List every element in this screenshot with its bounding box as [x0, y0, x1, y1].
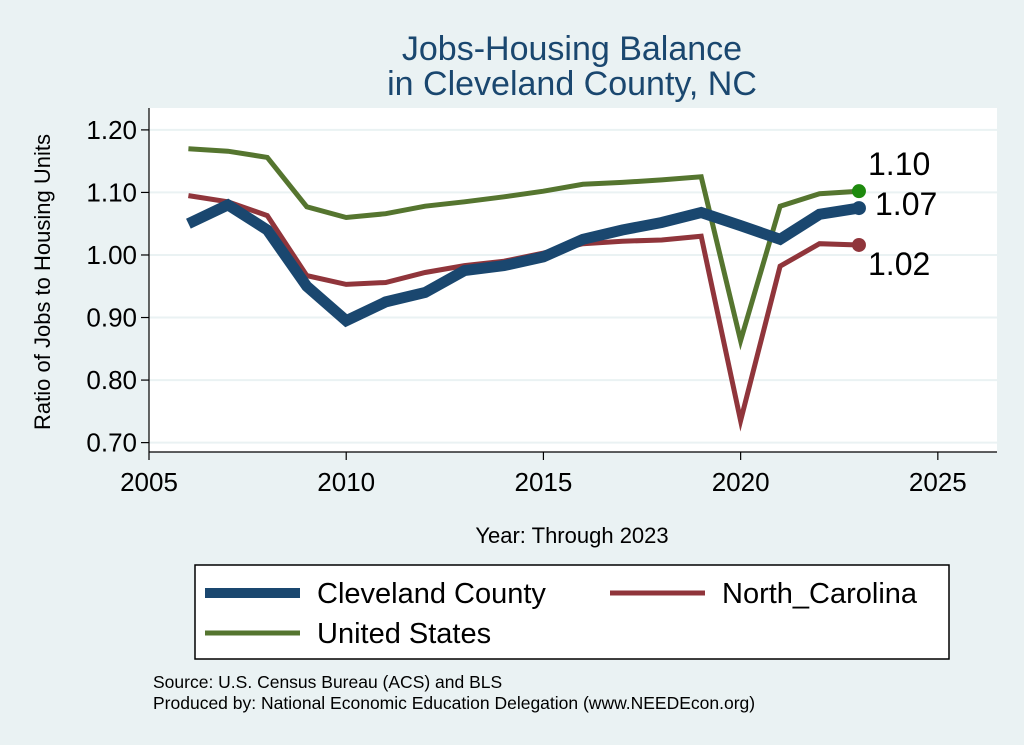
chart-title-line-1: Jobs-Housing Balance — [402, 30, 742, 68]
legend-label-united-states: United States — [317, 618, 491, 650]
source-note: Source: U.S. Census Bureau (ACS) and BLS — [153, 672, 502, 692]
end-label-cleveland-county: 1.07 — [875, 186, 937, 222]
series-lines — [186, 146, 860, 432]
end-label-north-carolina: 1.02 — [868, 246, 930, 282]
legend-box — [194, 564, 950, 660]
legend-label-north-carolina: North_Carolina — [722, 578, 918, 610]
x-tick-label: 2025 — [909, 467, 967, 497]
x-tick-label: 2010 — [317, 467, 375, 497]
end-label-united-states: 1.10 — [868, 146, 930, 182]
series-line-cleveland-county — [186, 198, 860, 328]
axes: 0.70 0.80 0.90 1.00 1.10 1.20 2005 2010 2015 2020… — [86, 108, 997, 497]
x-tick-label: 2005 — [120, 467, 178, 497]
series-line-united-states — [188, 146, 860, 351]
end-marker-united-states — [851, 184, 866, 199]
y-tick-label: 1.10 — [86, 177, 137, 207]
plot-area — [149, 108, 997, 452]
y-axis-title: Ratio of Jobs to Housing Units — [30, 134, 55, 430]
y-tick-label: 1.20 — [86, 115, 137, 145]
x-tick-label: 2015 — [514, 467, 572, 497]
x-tick-label: 2020 — [712, 467, 770, 497]
producer-note: Produced by: National Economic Education… — [153, 693, 755, 713]
end-marker-cleveland-county — [851, 201, 866, 216]
end-markers — [851, 184, 866, 252]
x-axis-title: Year: Through 2023 — [475, 523, 668, 548]
legend-label-cleveland-county: Cleveland County — [317, 578, 546, 610]
y-tick-label: 0.70 — [86, 428, 137, 458]
y-tick-label: 0.80 — [86, 365, 137, 395]
y-tick-label: 0.90 — [86, 303, 137, 333]
end-marker-north-carolina — [851, 237, 866, 252]
chart-title-line-2: in Cleveland County, NC — [387, 65, 757, 103]
y-tick-label: 1.00 — [86, 240, 137, 270]
